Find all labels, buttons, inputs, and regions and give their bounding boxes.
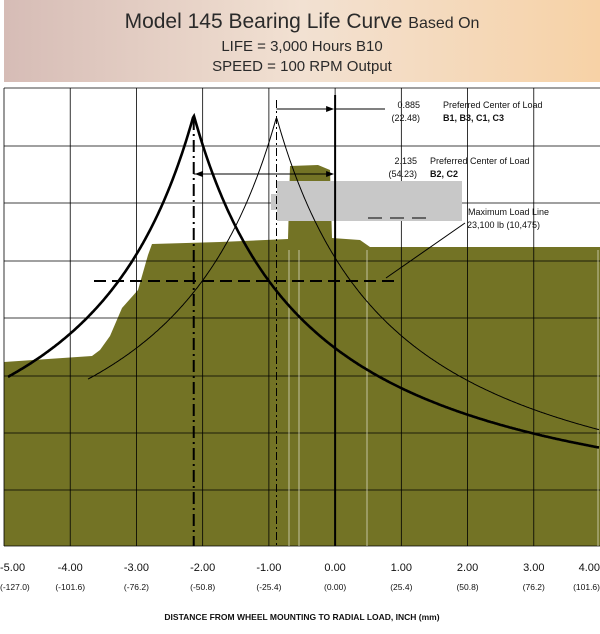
center-label-2: Preferred Center of Load [430, 156, 530, 166]
allowable-load-fill [4, 165, 600, 546]
x-tick-label: 3.00 [523, 562, 544, 574]
x-tick-mm-label: (-50.8) [190, 582, 215, 592]
chart-title-suffix: Based On [408, 15, 480, 32]
x-tick-mm-label: (-101.6) [55, 582, 85, 592]
x-tick-label: 1.00 [391, 562, 412, 574]
x-tick-label: -4.00 [58, 562, 83, 574]
x-tick-mm-label: (76.2) [523, 582, 545, 592]
bearing-group-2: B2, C2 [430, 169, 458, 179]
max-load-value: 23,100 lb (10,475) [467, 220, 540, 230]
x-tick-label: 4.00 [579, 562, 600, 574]
dim-value-0885: 0.885 [397, 100, 420, 110]
x-tick-label: -5.00 [0, 562, 25, 574]
x-tick-mm-label: (0.00) [324, 582, 346, 592]
x-tick-label: -1.00 [256, 562, 281, 574]
speed-subtitle: SPEED = 100 RPM Output [212, 58, 392, 75]
curve-b1-b3-c1-c3 [87, 118, 600, 431]
dim-mm-0885: (22.48) [391, 113, 420, 123]
x-tick-mm-label: (50.8) [456, 582, 478, 592]
x-tick-label: 2.00 [457, 562, 478, 574]
life-subtitle: LIFE = 3,000 Hours B10 [221, 38, 383, 55]
curve-b2-c2 [7, 112, 600, 449]
arrowhead [326, 171, 335, 177]
dim-value-2135: 2.135 [394, 156, 417, 166]
center-label-1: Preferred Center of Load [443, 100, 543, 110]
title-banner: Model 145 Bearing Life Curve Based On LI… [4, 0, 600, 82]
max-load-leader [385, 222, 466, 279]
bearing-curves [7, 112, 600, 449]
x-tick-label: -2.00 [190, 562, 215, 574]
load-box-tab [271, 194, 279, 210]
load-position-box [277, 181, 462, 221]
bearing-group-1: B1, B3, C1, C3 [443, 113, 504, 123]
chart-title: Model 145 Bearing Life Curve Based On [4, 10, 600, 36]
x-tick-mm-label: (-76.2) [124, 582, 149, 592]
chart-title-main: Model 145 Bearing Life Curve [124, 10, 403, 33]
x-tick-mm-label: (-25.4) [256, 582, 281, 592]
x-tick-mm-label: (101.6) [573, 582, 600, 592]
chart-labels: 0.885 (22.48) Preferred Center of Load B1, … [0, 100, 600, 622]
reference-lines [94, 95, 466, 546]
x-tick-label: -3.00 [124, 562, 149, 574]
load-box-layer [271, 181, 462, 221]
arrowhead [326, 106, 335, 112]
arrowhead [194, 171, 203, 177]
dim-mm-2135: (54.23) [388, 169, 417, 179]
allowable-load-area [4, 165, 600, 546]
x-axis-label: DISTANCE FROM WHEEL MOUNTING TO RADIAL L… [164, 612, 439, 622]
x-tick-mm-label: (25.4) [390, 582, 412, 592]
x-tick-label: 0.00 [324, 562, 345, 574]
max-load-label: Maximum Load Line [468, 207, 549, 217]
x-tick-mm-label: (-127.0) [0, 582, 30, 592]
